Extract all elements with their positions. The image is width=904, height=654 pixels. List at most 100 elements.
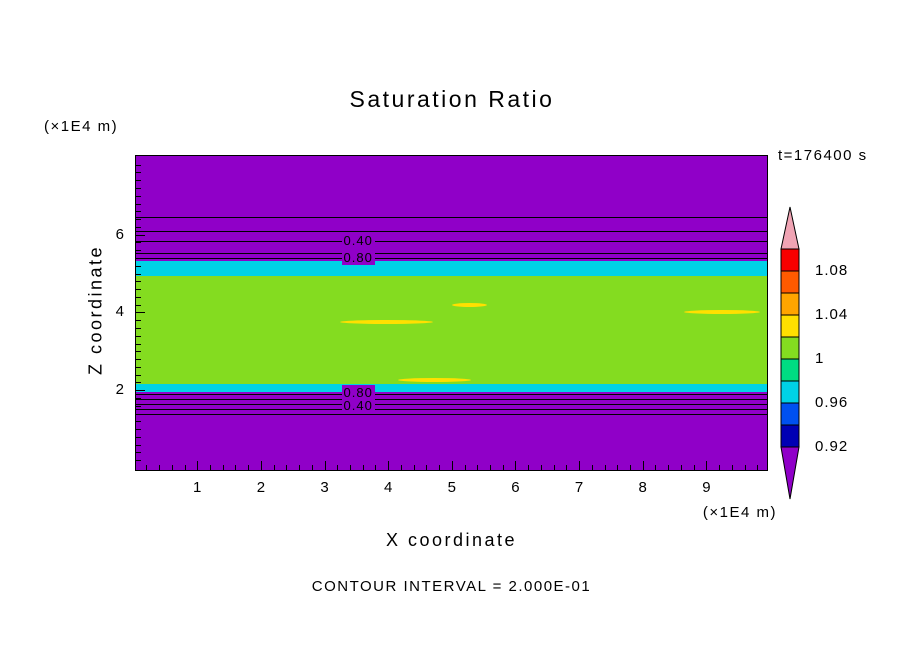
- colorbar-tick-label: 1: [815, 350, 825, 367]
- contour-line: [136, 404, 767, 406]
- z-tick-label: 4: [115, 303, 124, 321]
- colorbar-segment: [780, 358, 800, 382]
- z-minor-tick: [136, 273, 141, 275]
- z-minor-tick: [136, 219, 141, 220]
- x-minor-tick: [171, 465, 173, 470]
- colorbar-tick-label: 0.92: [815, 438, 849, 455]
- z-minor-tick: [136, 436, 141, 438]
- x-minor-tick: [591, 465, 593, 470]
- x-minor-tick: [604, 465, 606, 470]
- x-major-tick: [260, 461, 262, 470]
- z-minor-tick: [136, 405, 141, 407]
- z-tick-label: 6: [115, 225, 124, 243]
- contour-anomaly: [397, 378, 471, 383]
- z-minor-tick: [136, 460, 141, 462]
- z-minor-tick: [136, 444, 141, 446]
- z-minor-tick: [136, 328, 141, 329]
- colorbar-segment: [780, 336, 800, 360]
- contour-anomaly: [340, 320, 433, 325]
- z-minor-tick: [136, 398, 141, 399]
- z-minor-tick: [136, 211, 141, 213]
- x-tick-label: 4: [384, 479, 393, 496]
- z-minor-tick: [136, 351, 141, 353]
- x-minor-tick: [337, 465, 339, 470]
- contour-label: 0.40: [341, 232, 375, 248]
- z-minor-tick: [136, 281, 141, 283]
- z-minor-tick: [136, 257, 141, 259]
- x-minor-tick: [528, 465, 530, 470]
- z-minor-tick: [136, 320, 141, 322]
- x-minor-tick: [464, 465, 466, 470]
- z-minor-tick: [136, 289, 141, 291]
- x-major-tick: [324, 461, 326, 470]
- x-minor-tick: [744, 465, 746, 470]
- contour-anomaly: [684, 310, 761, 315]
- colorbar-tick-label: 0.96: [815, 394, 849, 411]
- x-minor-tick: [311, 465, 313, 470]
- x-major-tick: [642, 461, 644, 470]
- x-tick-label: 6: [511, 479, 520, 496]
- contour-band-cyan: [136, 261, 767, 277]
- x-minor-tick: [502, 465, 504, 470]
- x-minor-tick: [553, 465, 555, 470]
- z-minor-tick: [136, 180, 141, 182]
- x-tick-label: 2: [256, 479, 266, 496]
- contour-label: 0.80: [341, 249, 375, 265]
- x-minor-tick: [159, 465, 161, 470]
- colorbar-tick-label: 1.08: [815, 262, 849, 279]
- contour-label: 0.40: [341, 397, 375, 413]
- x-minor-tick: [540, 465, 542, 470]
- x-minor-tick: [477, 465, 479, 470]
- contour-line: [136, 414, 767, 416]
- colorbar-segment: [780, 380, 800, 404]
- x-minor-tick: [299, 465, 301, 470]
- x-major-tick: [197, 461, 199, 470]
- x-minor-tick: [235, 465, 237, 470]
- plot-area: 0.40 0.80 0.80 0.40: [135, 155, 768, 471]
- z-minor-tick: [136, 265, 141, 267]
- z-minor-tick: [136, 304, 141, 306]
- x-minor-tick: [655, 465, 657, 470]
- x-minor-tick: [350, 465, 351, 470]
- z-minor-tick: [136, 164, 141, 166]
- x-minor-tick: [146, 465, 148, 470]
- contour-band-purple: [136, 156, 767, 262]
- x-major-tick: [451, 461, 453, 470]
- x-tick-label: 7: [574, 479, 584, 496]
- x-minor-tick: [757, 465, 759, 470]
- x-minor-tick: [184, 465, 186, 470]
- x-minor-tick: [222, 465, 224, 470]
- colorbar-segment: [780, 248, 800, 272]
- z-minor-tick: [136, 195, 141, 197]
- colorbar-top-arrow: [780, 206, 800, 250]
- z-axis-label: Z coordinate: [85, 244, 106, 376]
- contour-line: [136, 409, 767, 411]
- z-minor-tick: [136, 187, 141, 189]
- z-minor-tick: [136, 172, 141, 174]
- z-minor-tick: [136, 374, 141, 376]
- contour-interval-note: CONTOUR INTERVAL = 2.000E-01: [311, 578, 592, 595]
- z-minor-tick: [136, 226, 141, 228]
- z-minor-tick: [136, 335, 141, 337]
- contour-label: 0.80: [341, 384, 375, 400]
- colorbar-tick-label: 1.04: [815, 306, 849, 323]
- z-minor-tick: [136, 413, 141, 415]
- z-minor-tick: [136, 203, 141, 205]
- x-minor-tick: [400, 465, 402, 470]
- x-tick-label: 1: [193, 479, 202, 496]
- x-minor-tick: [630, 465, 631, 470]
- z-minor-tick: [136, 366, 141, 368]
- colorbar-segment: [780, 314, 800, 338]
- x-minor-tick: [719, 465, 721, 470]
- z-tick-label: 2: [115, 381, 124, 399]
- contour-line: [136, 394, 767, 396]
- x-minor-tick: [490, 465, 491, 470]
- z-major-tick: [136, 390, 145, 392]
- x-minor-tick: [375, 465, 377, 470]
- contour-line: [136, 231, 767, 233]
- x-minor-tick: [273, 465, 275, 470]
- contour-anomaly: [451, 302, 487, 307]
- z-major-tick: [136, 312, 145, 314]
- time-label: t=176400 s: [778, 147, 868, 164]
